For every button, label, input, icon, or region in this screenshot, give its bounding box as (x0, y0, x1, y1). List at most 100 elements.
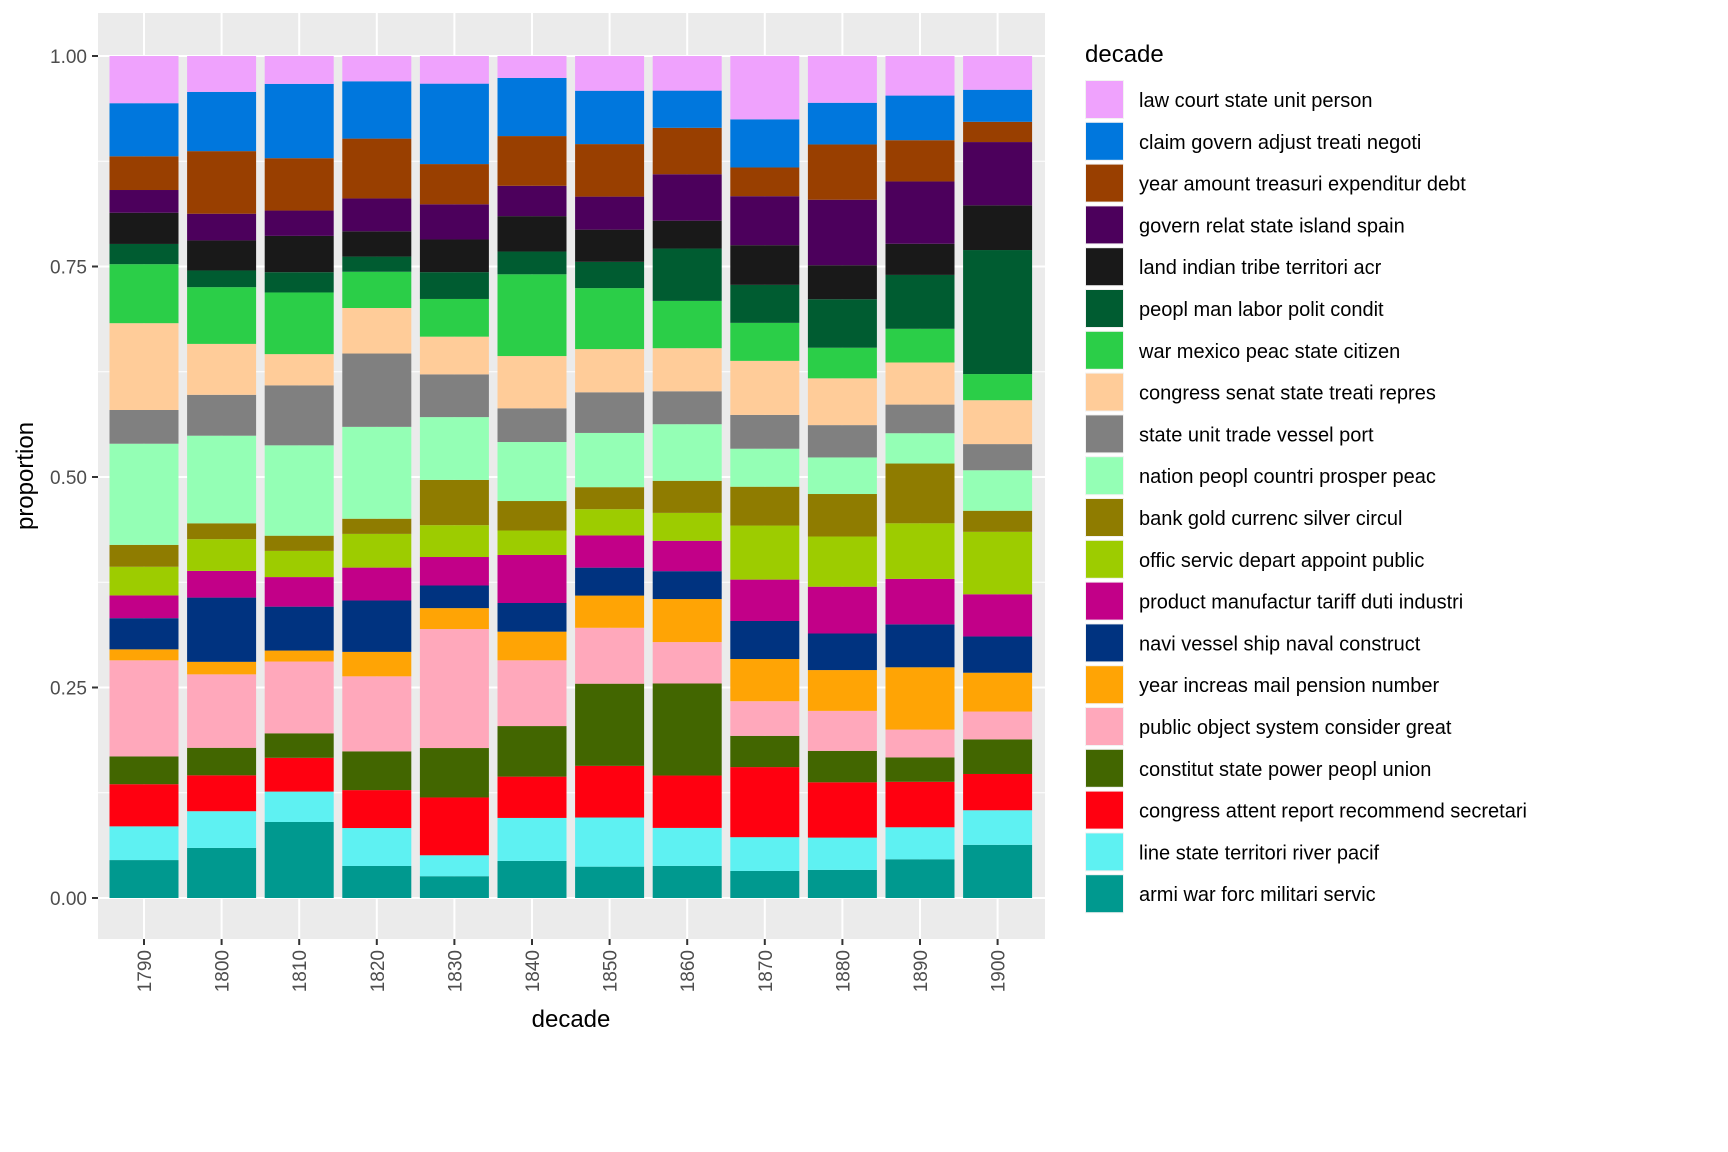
bar-segment (342, 271, 412, 309)
legend-swatch (1086, 81, 1123, 118)
bar-segment (342, 790, 412, 829)
bar-segment (963, 672, 1033, 712)
bar-segment (885, 243, 955, 275)
bar-segment (109, 323, 179, 410)
bar-segment (575, 56, 645, 91)
legend-swatch (1086, 708, 1123, 745)
bar-segment (575, 144, 645, 197)
bar-segment (342, 600, 412, 652)
bar-segment (264, 56, 334, 84)
x-axis: 1790 1800 1810 1820 1830 1840 1850 1860 1870 1880… (135, 939, 1010, 992)
bar-segment (730, 767, 800, 838)
bar-segment (807, 586, 877, 634)
y-tick-label: 0.75 (50, 258, 87, 279)
bar-segment (885, 729, 955, 758)
legend-label: bank gold currenc silver circul (1139, 508, 1402, 530)
bar-segment (264, 385, 334, 446)
bar-segment (807, 425, 877, 458)
legend-swatch (1086, 457, 1123, 495)
bar-segment (187, 435, 257, 524)
legend-swatch (1086, 164, 1123, 202)
bar-segment (885, 781, 955, 828)
legend-item: nation peopl countri prosper peac (1085, 456, 1436, 496)
bar-segment (963, 531, 1033, 595)
bar-segment (730, 658, 800, 702)
bar-segment (730, 525, 800, 580)
legend-label: law court state unit person (1139, 90, 1372, 112)
bar-segment (264, 354, 334, 386)
bar-segment (652, 512, 722, 541)
bar-segment (652, 220, 722, 249)
legend-item: claim govern adjust treati negoti (1085, 121, 1421, 161)
bar-segment (109, 544, 179, 567)
legend-label: public object system consider great (1139, 717, 1452, 739)
legend-label: war mexico peac state citizen (1138, 341, 1400, 363)
bar-segment (497, 274, 567, 357)
legend-label: product manufactur tariff duti industri (1139, 592, 1463, 614)
legend-item: constitut state power peopl union (1085, 748, 1431, 788)
legend-label: offic servic depart appoint public (1139, 550, 1424, 572)
legend-swatch (1086, 499, 1123, 536)
bar-segment (497, 631, 567, 661)
x-tick-label: 1820 (368, 950, 389, 992)
bar-segment (187, 91, 257, 152)
legend-item: line state territori river pacif (1085, 832, 1380, 872)
legend-item: armi war forc militari servic (1085, 874, 1376, 914)
bar-segment (652, 300, 722, 349)
bar-segment (497, 136, 567, 186)
bar-segment (187, 523, 257, 540)
x-tick-label: 1830 (445, 950, 466, 992)
bar-segment (963, 89, 1033, 122)
bar-segment (575, 535, 645, 568)
bar-segment (575, 229, 645, 262)
bar-segment (963, 444, 1033, 471)
legend-swatch (1086, 666, 1123, 704)
bar-segment (109, 56, 179, 104)
legend-label: govern relat state island spain (1139, 215, 1405, 237)
bar-segment (419, 204, 489, 240)
bar-segment (419, 417, 489, 480)
bar-segment (963, 205, 1033, 251)
bar-segment (730, 360, 800, 415)
bar-segment (963, 594, 1033, 637)
bar-segment (109, 649, 179, 661)
legend-item: navi vessel ship naval construct (1085, 623, 1421, 663)
bar-segment (264, 821, 334, 898)
bar-segment (807, 869, 877, 898)
legend-item: congress attent report recommend secreta… (1085, 790, 1527, 830)
bar-segment (497, 56, 567, 78)
bar-segment (342, 353, 412, 427)
bar-segment (807, 494, 877, 537)
bar-segment (730, 486, 800, 526)
bar-segment (264, 535, 334, 551)
legend-swatch (1086, 749, 1123, 787)
bar-segment (497, 77, 567, 137)
bar-segment (187, 570, 257, 598)
bar-segment (497, 356, 567, 409)
bar-segment (419, 336, 489, 375)
bar-segment (419, 272, 489, 299)
bar-segment (264, 292, 334, 355)
bar-segment (497, 216, 567, 252)
legend-item: govern relat state island spain (1085, 205, 1405, 245)
bar-segment (342, 865, 412, 898)
bar-segment (652, 683, 722, 776)
bar-segment (264, 661, 334, 734)
bar-segment (109, 443, 179, 545)
bar-segment (109, 409, 179, 444)
x-axis-title: decade (532, 1006, 611, 1033)
bar-segment (652, 642, 722, 684)
bar-segment (730, 620, 800, 659)
bar-segment (807, 199, 877, 266)
bar-segment (730, 579, 800, 621)
legend-swatch (1086, 833, 1123, 871)
y-tick-label: 1.00 (50, 47, 87, 68)
legend-swatch (1086, 624, 1123, 662)
legend-swatch (1086, 331, 1123, 369)
bar-segment (730, 284, 800, 323)
bar-segment (885, 328, 955, 363)
bar-segment (419, 748, 489, 798)
bar-segment (264, 235, 334, 273)
bar-segment (575, 487, 645, 510)
bar-segment (497, 185, 567, 217)
